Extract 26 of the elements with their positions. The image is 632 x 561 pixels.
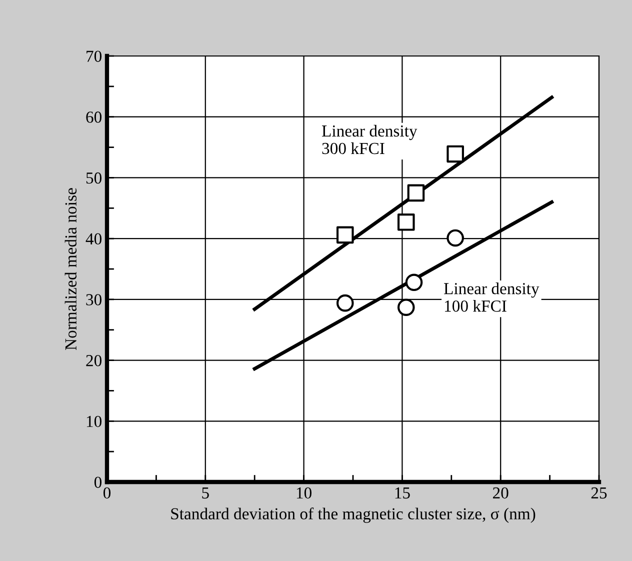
point	[336, 294, 354, 312]
y-tick-label: 50	[86, 172, 102, 184]
x-tick-label: 10	[296, 487, 312, 499]
y-tick-label: 0	[94, 476, 102, 488]
y-tick-label: 70	[86, 50, 102, 62]
annotation: Linear density 300 kFCI	[322, 124, 418, 154]
y-axis-title: Normalized media noise	[64, 188, 77, 350]
x-tick-label: 0	[103, 487, 111, 499]
y-tick-label: 10	[86, 416, 102, 428]
x-tick-label: 15	[395, 487, 410, 499]
point	[397, 298, 415, 316]
y-tick-label: 30	[86, 294, 102, 306]
y-tick-label: 60	[86, 112, 102, 123]
annotation: Linear density 100 kFCI	[444, 282, 540, 312]
x-axis-title: Standard deviation of the magnetic cluster size, σ (nm)	[171, 508, 536, 523]
point	[446, 229, 464, 247]
point	[446, 145, 464, 163]
x-tick-label: 25	[591, 487, 607, 499]
y-tick-label: 20	[86, 354, 102, 366]
point	[336, 226, 354, 244]
x-tick-label: 20	[493, 487, 508, 499]
point	[397, 213, 415, 231]
point	[407, 184, 425, 202]
point	[405, 274, 423, 292]
x-tick-label: 5	[202, 488, 209, 499]
y-tick-label: 40	[86, 233, 102, 245]
